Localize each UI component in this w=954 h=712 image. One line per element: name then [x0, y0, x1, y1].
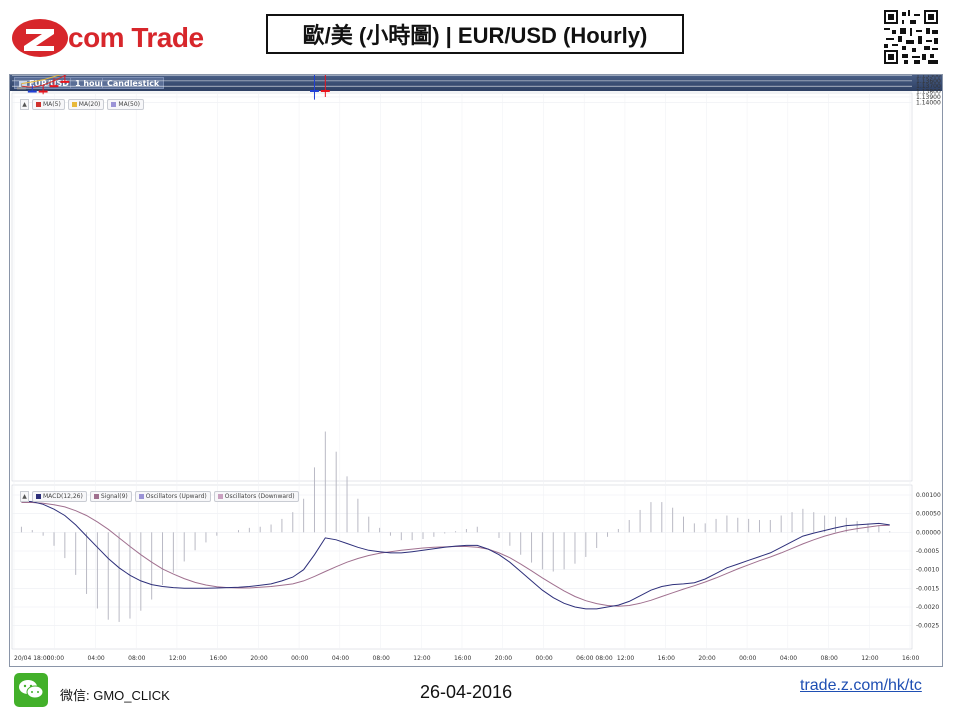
legend-osc-up[interactable]: Oscillators (Upward): [134, 491, 211, 502]
time-tick-label: 20/04 18:00: [14, 655, 51, 662]
price-tick-label: 1.13600: [916, 78, 941, 85]
macd-tick-label: -0.0015: [916, 585, 939, 592]
time-tick-label: 16:00: [658, 655, 675, 662]
macd-swatch: [36, 494, 41, 499]
macd-tick-label: -0.0020: [916, 604, 939, 611]
time-tick-label: 20:00: [495, 655, 512, 662]
legend-ma20-label: MA(20): [78, 101, 101, 108]
candle-body: [320, 89, 330, 92]
legend-osc-down-label: Oscillators (Downward): [224, 493, 295, 500]
macd-tick-label: 0.00050: [916, 511, 941, 518]
candle-body: [38, 90, 48, 93]
legend-macd-label: MACD(12,26): [43, 493, 83, 500]
time-tick-label: 12:00: [169, 655, 186, 662]
macd-legend: ▲ MACD(12,26) Signal(9) Oscillators (Upw…: [20, 491, 299, 502]
price-tick-label: 1.13500: [916, 75, 941, 80]
legend-ma5-label: MA(5): [43, 101, 61, 108]
price-tick-label: 1.13800: [916, 89, 941, 96]
time-tick-label: 20:00: [250, 655, 267, 662]
legend-ma50[interactable]: MA(50): [107, 99, 144, 110]
macd-tick-label: 0.00000: [916, 529, 941, 536]
time-tick-label: 00:00: [47, 655, 64, 662]
ma20-swatch: [71, 102, 77, 107]
candle-body: [49, 85, 59, 88]
time-tick-label: 20:00: [698, 655, 715, 662]
time-tick-label: 04:00: [332, 655, 349, 662]
wechat-id: 微信: GMO_CLICK: [60, 688, 170, 703]
time-tick-label: 12:00: [861, 655, 878, 662]
report-date: 26-04-2016: [420, 682, 513, 702]
osc-up-swatch: [138, 494, 144, 499]
time-tick-label: 08:00: [128, 655, 145, 662]
legend-macd[interactable]: MACD(12,26): [32, 491, 87, 502]
collapse-arrow-icon[interactable]: ▲: [20, 491, 29, 502]
legend-signal[interactable]: Signal(9): [89, 491, 132, 502]
collapse-arrow-icon[interactable]: ▲: [20, 99, 29, 110]
candle-body: [310, 89, 319, 92]
macd-tick-label: 0.00100: [916, 492, 941, 499]
time-tick-label: 16:00: [902, 655, 919, 662]
legend-osc-up-label: Oscillators (Upward): [145, 493, 207, 500]
qr-code-icon: [884, 10, 938, 64]
macd-line: [21, 500, 890, 610]
time-tick-label: 16:00: [210, 655, 227, 662]
time-tick-label: 06:00 08:00: [576, 655, 613, 662]
time-tick-label: 04:00: [87, 655, 104, 662]
time-tick-label: 16:00: [454, 655, 471, 662]
ma5-swatch: [36, 102, 41, 107]
legend-ma5[interactable]: MA(5): [32, 99, 65, 110]
price-tick-label: 1.13900: [916, 94, 941, 101]
osc-down-swatch: [217, 494, 223, 499]
brand-logo: com Trade: [10, 16, 210, 60]
time-tick-label: 08:00: [821, 655, 838, 662]
chart-window: EUR/USD 1 hour Candlestick 1.14000 1.1390…: [9, 74, 943, 667]
price-legend: ▲ MA(5) MA(20) MA(50): [20, 99, 144, 110]
legend-ma20[interactable]: MA(20): [67, 99, 105, 110]
time-tick-label: 12:00: [617, 655, 634, 662]
ma50-swatch: [111, 102, 117, 107]
website-link[interactable]: trade.z.com/hk/tc: [800, 677, 922, 694]
chart-plot: 1.140001.139001.138001.137001.136001.135…: [11, 75, 941, 662]
macd-tick-label: -0.0025: [916, 623, 939, 630]
page-title: 歐/美 (小時圖) | EUR/USD (Hourly): [266, 14, 684, 54]
candle-body: [27, 90, 37, 93]
brand-name: com Trade: [68, 22, 204, 53]
candle-body: [16, 87, 26, 90]
signal-swatch: [93, 494, 99, 499]
legend-signal-label: Signal(9): [100, 493, 128, 500]
wechat-icon[interactable]: [14, 673, 48, 707]
legend-ma50-label: MA(50): [118, 101, 140, 108]
time-tick-label: 12:00: [413, 655, 430, 662]
price-tick-label: 1.13700: [916, 83, 941, 90]
symbol-label: EUR/USD: [29, 79, 69, 88]
time-tick-label: 04:00: [780, 655, 797, 662]
legend-osc-down[interactable]: Oscillators (Downward): [213, 491, 299, 502]
candle-body: [60, 80, 70, 83]
z-logo-icon: [12, 19, 68, 57]
macd-tick-label: -0.0010: [916, 567, 939, 574]
price-tick-label: 1.14000: [916, 99, 941, 106]
time-tick-label: 00:00: [739, 655, 756, 662]
ma20-line: [21, 75, 62, 85]
time-tick-label: 08:00: [373, 655, 390, 662]
time-tick-label: 00:00: [535, 655, 552, 662]
macd-tick-label: -0.0005: [916, 548, 939, 555]
time-tick-label: 00:00: [291, 655, 308, 662]
